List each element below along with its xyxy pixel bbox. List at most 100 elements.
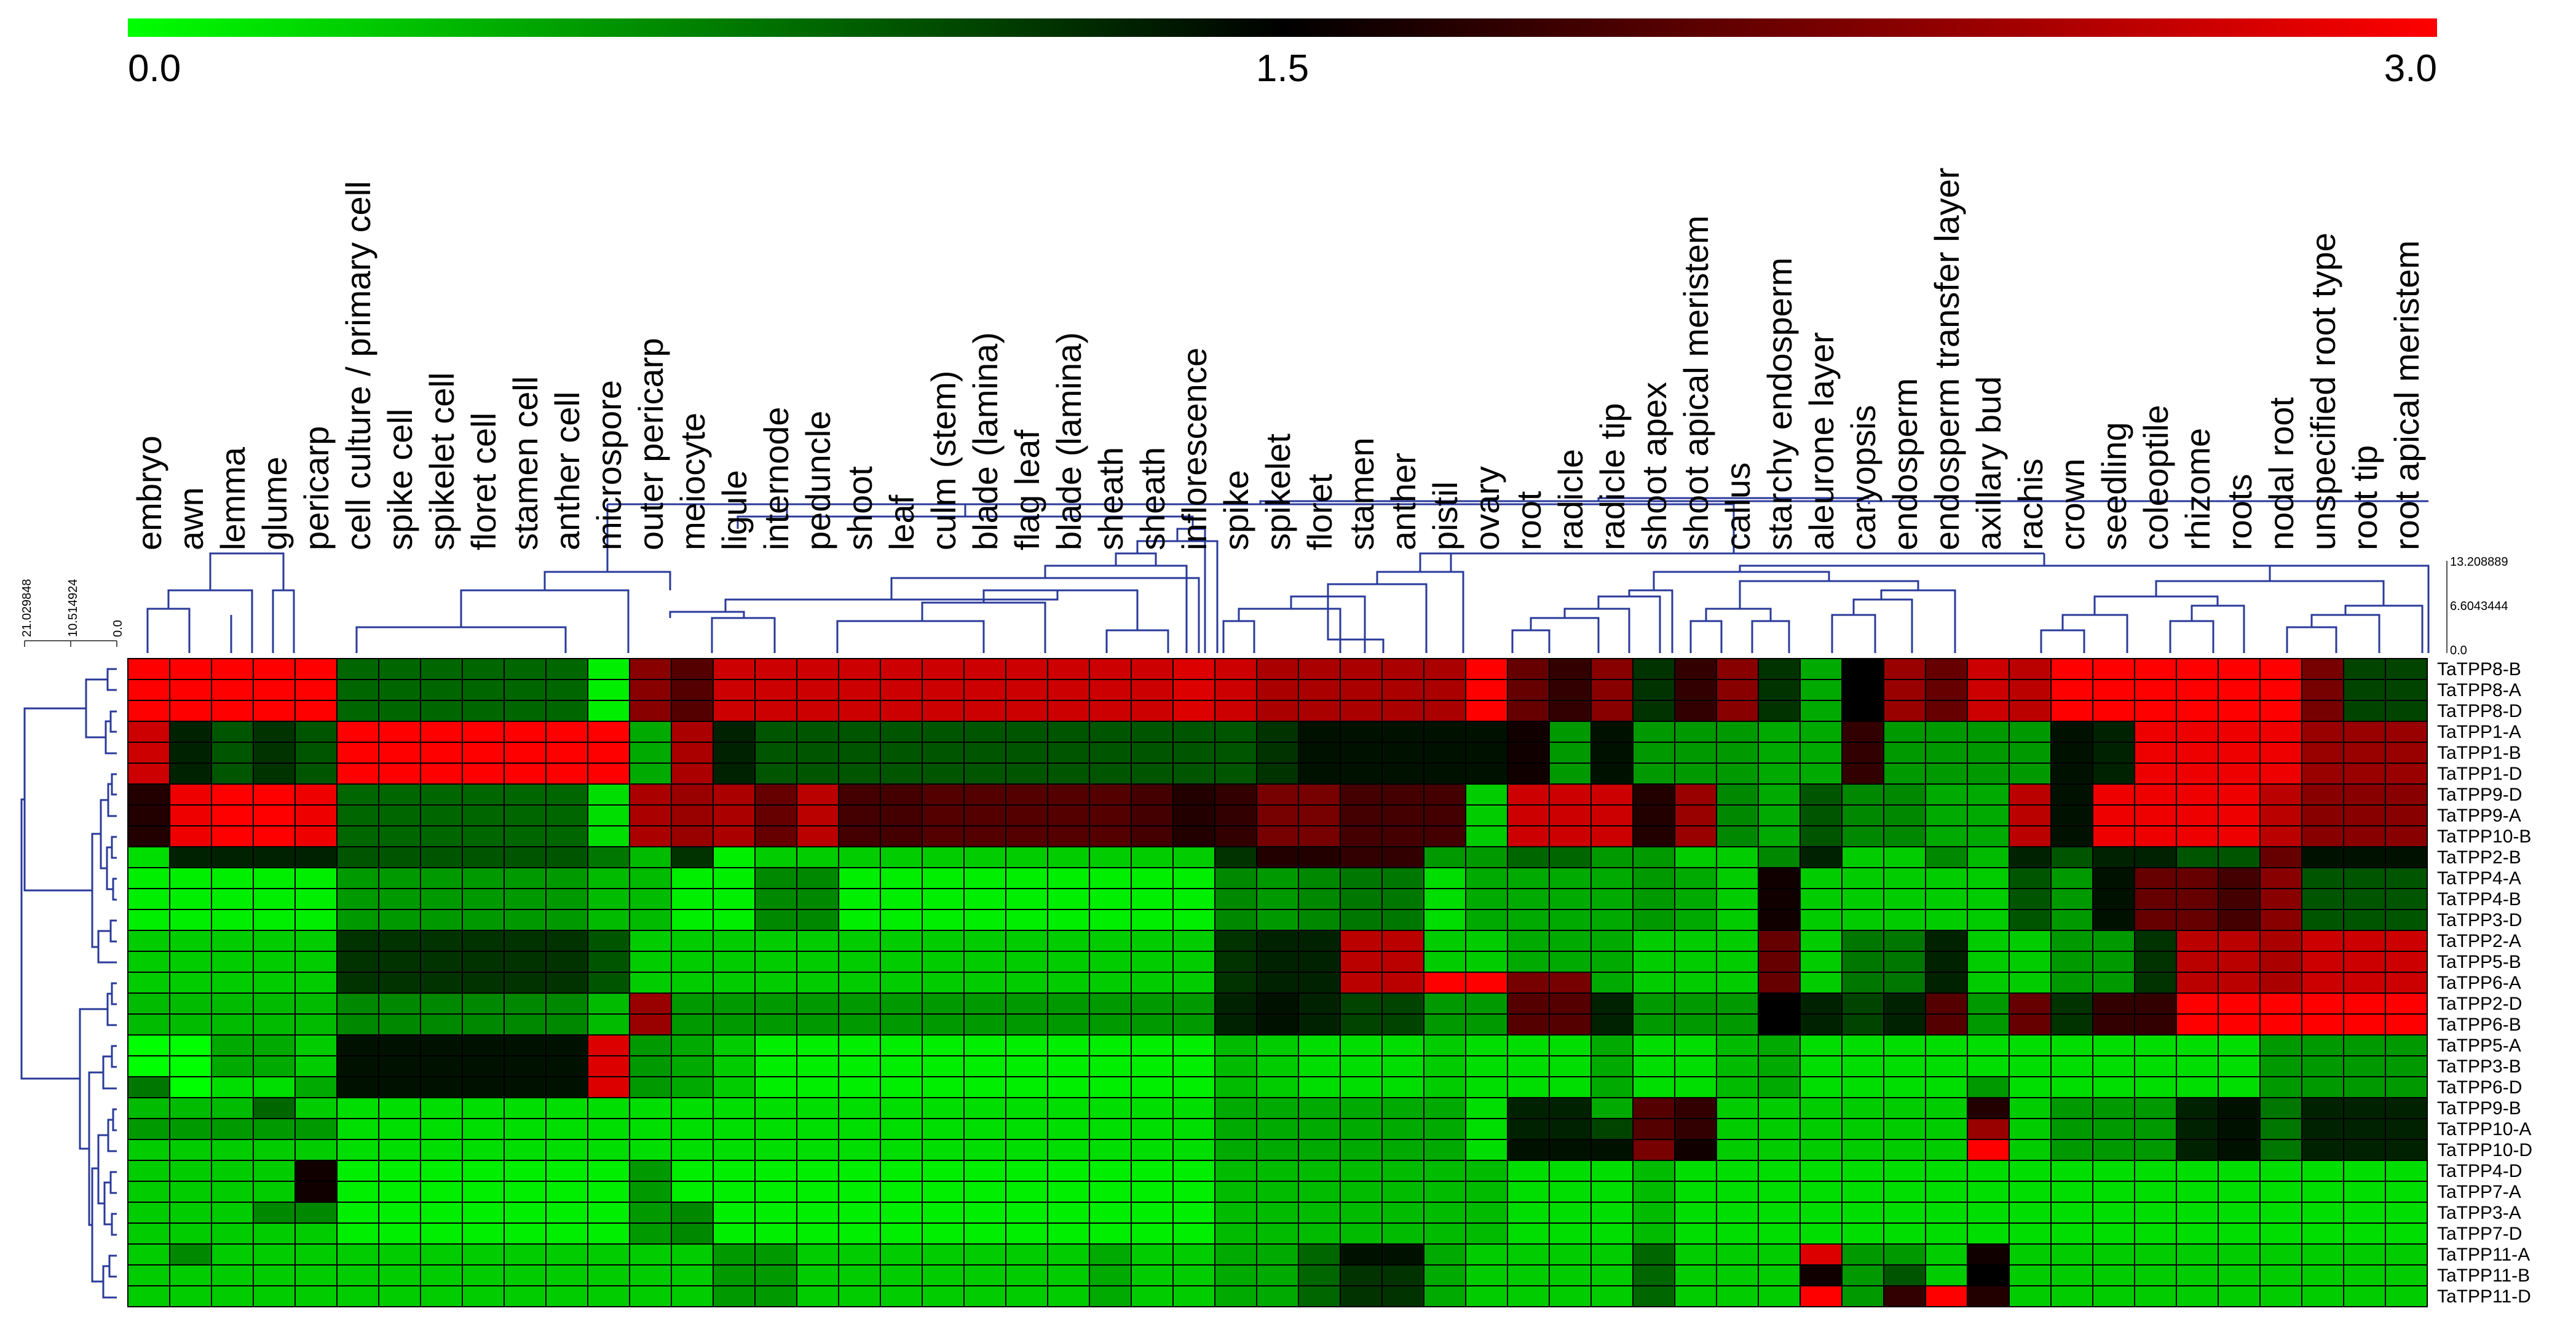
heatmap-cell-TaTPP11-A-33 (1465, 1243, 1508, 1266)
heatmap-cell-TaTPP4-B-28 (1256, 888, 1299, 910)
heatmap-cell-TaTPP9-B-30 (1340, 1097, 1383, 1119)
heatmap-cell-TaTPP1-A-40 (1758, 721, 1801, 743)
heatmap-cell-TaTPP7-D-23 (1047, 1222, 1090, 1245)
heatmap-cell-TaTPP8-D-5 (294, 700, 338, 722)
heatmap-cell-TaTPP5-A-18 (838, 1034, 881, 1056)
heatmap-cell-TaTPP2-D-7 (378, 992, 421, 1015)
heatmap-cell-TaTPP1-D-39 (1716, 763, 1759, 785)
heatmap-cell-TaTPP11-B-9 (462, 1264, 505, 1286)
heatmap-cell-TaTPP7-D-13 (629, 1222, 672, 1245)
heatmap-cell-TaTPP10-D-30 (1340, 1139, 1383, 1161)
heatmap-cell-TaTPP6-A-14 (671, 972, 714, 994)
heatmap-cell-TaTPP6-D-7 (378, 1076, 421, 1098)
heatmap-cell-TaTPP3-A-15 (713, 1202, 756, 1224)
heatmap-cell-TaTPP1-A-44 (1925, 721, 1968, 743)
heatmap-cell-TaTPP3-B-54 (2343, 1055, 2386, 1077)
heatmap-cell-TaTPP10-D-32 (1423, 1139, 1466, 1161)
heatmap-cell-TaTPP3-A-37 (1632, 1202, 1675, 1224)
heatmap-cell-TaTPP6-A-4 (253, 972, 296, 994)
heatmap-cell-TaTPP2-A-32 (1423, 930, 1466, 952)
heatmap-cell-TaTPP10-A-17 (796, 1118, 839, 1140)
heatmap-cell-TaTPP8-B-12 (587, 658, 630, 680)
column-label-53: unspecified root type (2304, 232, 2342, 550)
row-label-TaTPP5-A: TaTPP5-A (2437, 1036, 2521, 1056)
heatmap-cell-TaTPP6-D-46 (2009, 1076, 2052, 1098)
heatmap-cell-TaTPP7-A-42 (1841, 1181, 1884, 1203)
heatmap-cell-TaTPP6-B-34 (1507, 1013, 1550, 1036)
heatmap-cell-TaTPP6-B-41 (1800, 1013, 1843, 1036)
heatmap-cell-TaTPP10-D-2 (169, 1139, 212, 1161)
row-label-TaTPP11-B: TaTPP11-B (2437, 1266, 2530, 1286)
heatmap-cell-TaTPP3-A-4 (253, 1202, 296, 1224)
heatmap-cell-TaTPP3-A-31 (1381, 1202, 1424, 1224)
heatmap-cell-TaTPP8-B-1 (127, 658, 170, 680)
heatmap-cell-TaTPP2-B-17 (796, 846, 839, 868)
heatmap-cell-TaTPP2-A-16 (754, 930, 797, 952)
heatmap-cell-TaTPP11-A-55 (2385, 1243, 2428, 1266)
heatmap-cell-TaTPP10-D-44 (1925, 1139, 1968, 1161)
heatmap-cell-TaTPP4-A-47 (2050, 867, 2093, 889)
heatmap-cell-TaTPP6-A-47 (2050, 972, 2093, 994)
heatmap-cell-TaTPP6-A-23 (1047, 972, 1090, 994)
heatmap-cell-TaTPP3-B-25 (1131, 1055, 1174, 1077)
heatmap-cell-TaTPP10-A-22 (1005, 1118, 1048, 1140)
heatmap-cell-TaTPP1-A-32 (1423, 721, 1466, 743)
heatmap-cell-TaTPP6-D-52 (2259, 1076, 2302, 1098)
heatmap-cell-TaTPP3-A-46 (2009, 1202, 2052, 1224)
heatmap-cell-TaTPP8-B-16 (754, 658, 797, 680)
heatmap-cell-TaTPP2-B-12 (587, 846, 630, 868)
heatmap-cell-TaTPP2-A-3 (211, 930, 254, 952)
heatmap-cell-TaTPP6-A-30 (1340, 972, 1383, 994)
heatmap-cell-TaTPP10-B-16 (754, 825, 797, 847)
heatmap-cell-TaTPP5-A-26 (1172, 1034, 1215, 1056)
heatmap-cell-TaTPP9-D-12 (587, 783, 630, 806)
heatmap-cell-TaTPP2-B-21 (963, 846, 1006, 868)
heatmap-cell-TaTPP4-B-41 (1800, 888, 1843, 910)
heatmap-cell-TaTPP6-B-9 (462, 1013, 505, 1036)
heatmap-cell-TaTPP4-B-7 (378, 888, 421, 910)
heatmap-cell-TaTPP10-B-1 (127, 825, 170, 847)
heatmap-cell-TaTPP11-B-34 (1507, 1264, 1550, 1286)
heatmap-cell-TaTPP6-D-40 (1758, 1076, 1801, 1098)
heatmap-cell-TaTPP1-A-21 (963, 721, 1006, 743)
heatmap-cell-TaTPP11-D-25 (1131, 1285, 1174, 1307)
heatmap-cell-TaTPP1-A-27 (1214, 721, 1257, 743)
row-label-TaTPP6-A: TaTPP6-A (2437, 973, 2521, 993)
heatmap-cell-TaTPP3-B-16 (754, 1055, 797, 1077)
heatmap-cell-TaTPP7-A-46 (2009, 1181, 2052, 1203)
heatmap-cell-TaTPP7-D-20 (922, 1222, 965, 1245)
heatmap-cell-TaTPP2-B-44 (1925, 846, 1968, 868)
heatmap-cell-TaTPP9-A-50 (2176, 804, 2219, 826)
heatmap-cell-TaTPP7-D-2 (169, 1222, 212, 1245)
heatmap-cell-TaTPP3-D-20 (922, 909, 965, 931)
heatmap-cell-TaTPP9-A-28 (1256, 804, 1299, 826)
heatmap-cell-TaTPP4-D-1 (127, 1160, 170, 1182)
heatmap-cell-TaTPP4-A-51 (2218, 867, 2261, 889)
heatmap-cell-TaTPP2-A-9 (462, 930, 505, 952)
heatmap-cell-TaTPP10-A-5 (294, 1118, 338, 1140)
heatmap-cell-TaTPP5-B-39 (1716, 951, 1759, 973)
heatmap-cell-TaTPP11-D-13 (629, 1285, 672, 1307)
heatmap-cell-TaTPP6-D-13 (629, 1076, 672, 1098)
heatmap-cell-TaTPP5-B-36 (1590, 951, 1634, 973)
heatmap-cell-TaTPP3-B-42 (1841, 1055, 1884, 1077)
heatmap-cell-TaTPP11-B-55 (2385, 1264, 2428, 1286)
heatmap-cell-TaTPP3-D-19 (880, 909, 923, 931)
heatmap-cell-TaTPP5-A-39 (1716, 1034, 1759, 1056)
heatmap-cell-TaTPP8-A-33 (1465, 679, 1508, 701)
heatmap-cell-TaTPP4-D-38 (1674, 1160, 1717, 1182)
heatmap-cell-TaTPP11-D-55 (2385, 1285, 2428, 1307)
heatmap-cell-TaTPP6-A-35 (1549, 972, 1592, 994)
heatmap-cell-TaTPP10-D-38 (1674, 1139, 1717, 1161)
heatmap-cell-TaTPP4-B-20 (922, 888, 965, 910)
heatmap-cell-TaTPP1-D-52 (2259, 763, 2302, 785)
heatmap-cell-TaTPP9-A-49 (2134, 804, 2177, 826)
heatmap-cell-TaTPP2-D-8 (420, 992, 463, 1015)
heatmap-cell-TaTPP2-A-53 (2301, 930, 2344, 952)
heatmap-cell-TaTPP10-A-46 (2009, 1118, 2052, 1140)
heatmap-cell-TaTPP3-A-22 (1005, 1202, 1048, 1224)
heatmap-cell-TaTPP4-B-19 (880, 888, 923, 910)
heatmap-cell-TaTPP1-D-14 (671, 763, 714, 785)
heatmap-cell-TaTPP11-B-53 (2301, 1264, 2344, 1286)
